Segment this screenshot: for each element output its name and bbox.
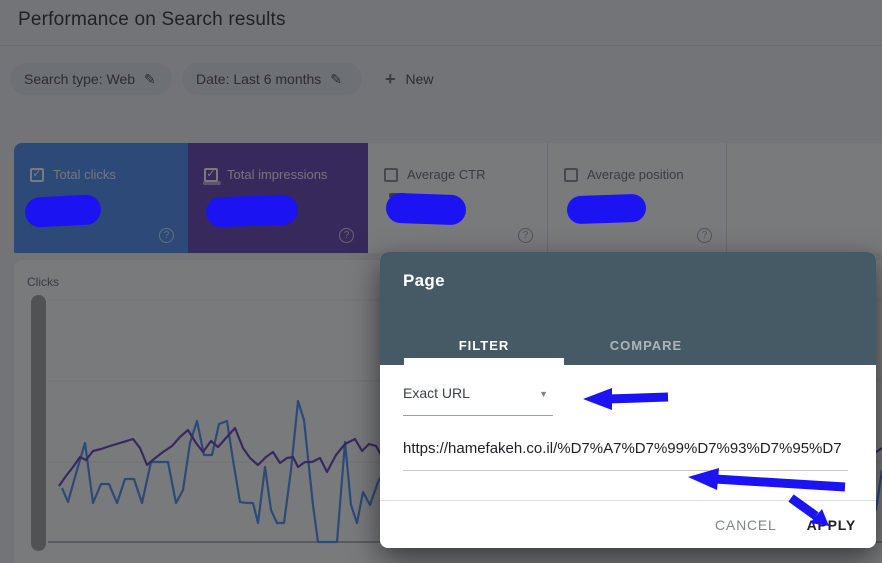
input-underline [403,470,848,471]
filter-type-select[interactable]: Exact URL ▼ [403,385,553,416]
tab-filter[interactable]: FILTER [403,325,565,365]
dialog-actions: CANCEL APPLY [380,500,876,548]
dialog-tabs: FILTER COMPARE [403,325,727,365]
chevron-down-icon: ▼ [539,389,548,399]
url-filter-input[interactable]: https://hamefakeh.co.il/%D7%A7%D7%99%D7%… [403,440,848,471]
select-underline [403,415,553,416]
active-tab-indicator [404,358,564,365]
tab-filter-label: FILTER [458,337,510,353]
apply-button[interactable]: APPLY [806,516,856,533]
dialog-header: Page FILTER COMPARE [380,252,876,365]
tab-compare-label: COMPARE [609,337,683,353]
dialog-body: Exact URL ▼ https://hamefakeh.co.il/%D7%… [380,365,876,500]
dialog-title: Page [403,271,445,290]
page-filter-dialog: Page FILTER COMPARE Exact URL ▼ https://… [380,252,876,548]
filter-type-value: Exact URL [403,385,470,401]
cancel-button[interactable]: CANCEL [715,516,777,533]
tab-compare[interactable]: COMPARE [565,325,727,365]
url-filter-value: https://hamefakeh.co.il/%D7%A7%D7%99%D7%… [403,440,842,457]
